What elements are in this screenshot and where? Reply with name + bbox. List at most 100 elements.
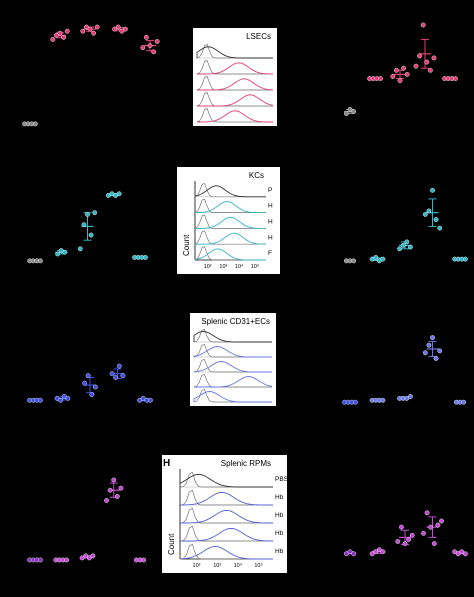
data-point <box>80 28 86 34</box>
scatter-panel-7 <box>343 510 468 557</box>
reference-histogram <box>193 373 272 388</box>
sample-histogram <box>180 509 273 524</box>
histogram-title: KCs <box>249 171 264 180</box>
data-point <box>347 107 353 112</box>
sample-histogram <box>193 331 272 343</box>
data-point <box>424 59 430 65</box>
row-label: F <box>268 250 272 257</box>
data-point <box>452 549 457 555</box>
sample-histogram <box>195 201 266 214</box>
reference-histogram <box>194 230 266 245</box>
data-point <box>54 32 59 38</box>
sample-histogram <box>195 232 266 245</box>
data-point <box>118 485 124 491</box>
scatter-panel-6 <box>27 477 147 563</box>
data-point <box>151 49 157 55</box>
data-point <box>64 28 70 34</box>
sample-histogram <box>196 46 273 59</box>
data-point <box>91 30 97 36</box>
sample-histogram <box>197 94 274 107</box>
data-point <box>398 524 404 530</box>
sample-histogram <box>180 527 273 542</box>
data-point <box>409 532 415 538</box>
sample-histogram <box>197 62 273 75</box>
y-axis-label: Count <box>167 533 176 555</box>
tick-label: 10⁴ <box>235 263 244 270</box>
data-point <box>343 111 349 116</box>
sample-histogram <box>193 346 272 358</box>
data-point <box>92 210 98 216</box>
histogram-title: Splenic CD31+ECs <box>201 317 270 326</box>
data-point <box>57 30 63 36</box>
data-point <box>77 246 83 252</box>
sample-histogram <box>194 376 273 388</box>
data-point <box>380 256 386 262</box>
data-point <box>38 258 43 264</box>
panel-letter: H <box>163 458 170 469</box>
data-point <box>119 28 125 34</box>
data-point <box>433 356 439 361</box>
sample-histogram <box>194 185 266 198</box>
scatter-panel-4 <box>27 363 153 403</box>
data-point <box>38 557 43 563</box>
histogram-panel-8: LSECs <box>193 28 277 126</box>
reference-histogram <box>196 76 273 91</box>
scatter-panel-5 <box>342 335 466 405</box>
scatter-panel-2 <box>27 191 148 264</box>
tick-label: 10⁵ <box>251 263 259 270</box>
data-point <box>373 549 379 555</box>
data-point <box>401 65 406 71</box>
tick-label: 10³ <box>213 563 221 569</box>
data-point <box>143 34 149 40</box>
data-point <box>437 348 443 354</box>
data-point <box>420 22 426 28</box>
row-label: H <box>268 234 273 241</box>
data-point <box>64 557 70 563</box>
data-point <box>114 493 120 499</box>
histogram-background <box>190 313 276 406</box>
data-point <box>62 249 68 255</box>
data-point <box>407 244 413 250</box>
sample-histogram <box>179 545 273 560</box>
row-label: Hb <box>275 512 284 519</box>
row-label: H <box>268 219 273 226</box>
data-point <box>147 397 153 403</box>
histogram-background <box>162 455 287 573</box>
row-label: P <box>268 187 272 194</box>
data-point <box>431 541 437 546</box>
data-point <box>343 551 349 557</box>
data-point <box>404 239 410 245</box>
data-point <box>90 553 96 559</box>
data-point <box>427 67 433 73</box>
data-point <box>89 392 95 397</box>
data-point <box>413 63 419 69</box>
reference-histogram <box>196 92 273 107</box>
data-point <box>107 487 113 493</box>
data-point <box>142 254 148 260</box>
data-point <box>437 225 443 231</box>
data-point <box>79 555 85 561</box>
data-point <box>88 232 94 238</box>
data-point <box>424 510 430 516</box>
data-point <box>397 246 402 252</box>
data-point <box>120 373 126 378</box>
data-point <box>430 187 435 193</box>
data-point <box>428 524 434 530</box>
data-point <box>81 222 87 228</box>
data-point <box>33 121 38 127</box>
data-point <box>85 211 90 217</box>
y-axis-label: Count <box>182 234 191 256</box>
data-point <box>109 371 115 377</box>
data-point <box>380 397 386 403</box>
data-point <box>83 553 89 559</box>
sample-histogram <box>197 78 274 91</box>
data-point <box>452 76 458 81</box>
data-point <box>141 557 147 563</box>
data-point <box>395 539 401 544</box>
data-point <box>104 498 109 503</box>
data-point <box>82 380 88 386</box>
data-point <box>116 191 122 197</box>
data-point <box>58 397 64 403</box>
data-point <box>86 555 92 561</box>
